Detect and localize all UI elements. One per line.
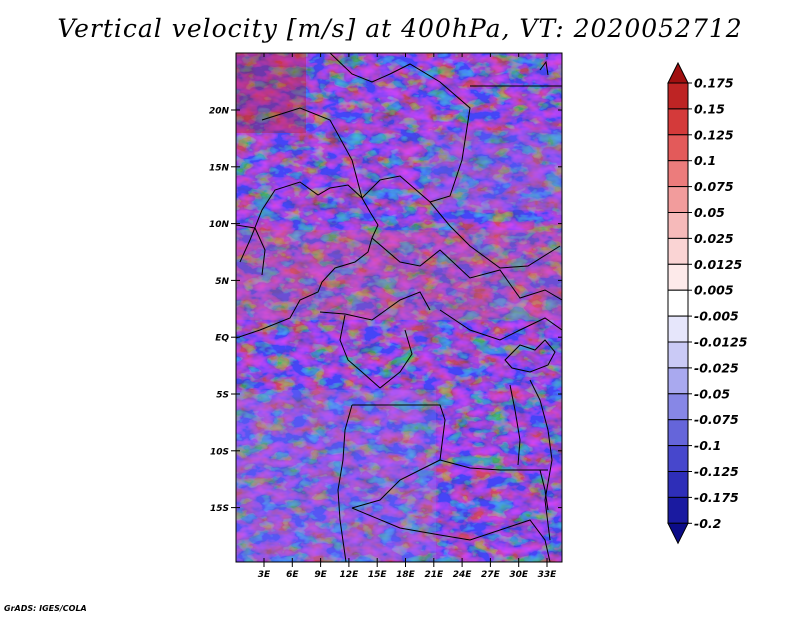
lat-tick-label: 5S [216, 391, 229, 401]
country-borders [236, 53, 562, 562]
chart-title: Vertical velocity [m/s] at 400hPa, VT: 2… [57, 14, 743, 43]
lon-tick-label: 9E [314, 570, 327, 580]
colorbar-bin [667, 108, 689, 136]
lake-malawi [539, 469, 549, 511]
map-frame [235, 52, 563, 563]
colorbar-label: 0.005 [694, 283, 734, 298]
border-congo-drc [339, 314, 413, 389]
colorbar-bin [667, 315, 689, 343]
colorbar-bin [667, 496, 689, 524]
lon-tick-label: 21E [424, 570, 444, 580]
colorbar-label: -0.025 [694, 360, 739, 375]
colorbar-label: 0.0125 [694, 257, 743, 272]
border-zambia [439, 459, 548, 471]
lat-tick-label: EQ [215, 334, 229, 344]
field-positive-nw [236, 53, 306, 133]
velocity-field-texture [236, 53, 562, 562]
colorbar-label: 0.175 [694, 76, 734, 91]
colorbar-bin [667, 393, 689, 421]
colorbar-bin [667, 160, 689, 188]
lat-tick-label: 10S [210, 447, 229, 457]
colorbar-label: -0.175 [694, 490, 739, 505]
lon-tick-label: 3E [258, 570, 271, 580]
colorbar-bin [667, 367, 689, 395]
map-panel [236, 53, 562, 562]
colorbar-label: -0.0125 [694, 335, 748, 350]
colorbar-top-arrow [667, 61, 689, 84]
colorbar-bin [667, 186, 689, 214]
colorbar-bin [667, 471, 689, 498]
border-east [439, 309, 562, 341]
colorbar-bin [667, 341, 689, 369]
border-car-drc [371, 237, 562, 301]
border-mozambique [529, 379, 553, 541]
lon-tick-label: 6E [286, 570, 299, 580]
colorbar-label: -0.05 [694, 386, 730, 401]
border-namibia [351, 507, 551, 562]
colorbar-label: 0.075 [694, 179, 734, 194]
colorbar-bin [667, 212, 689, 239]
colorbar-bottom-arrow [667, 522, 689, 545]
field-negative-south [236, 390, 436, 560]
colorbar-label: -0.075 [694, 412, 739, 427]
colorbar-label: 0.05 [694, 205, 725, 220]
colorbar-label: -0.125 [694, 464, 739, 479]
field-positive-band [236, 230, 562, 320]
colorbar-bin [667, 445, 689, 473]
lon-tick-label: 33E [538, 570, 558, 580]
coastline-angola [337, 404, 353, 562]
lat-tick-label: 20N [209, 107, 230, 117]
border-chad-car [361, 175, 561, 269]
lat-tick-label: 10N [209, 220, 230, 230]
lon-tick-label: 30E [509, 570, 529, 580]
border-gabon-congo [319, 291, 431, 321]
border-libya-sudan [329, 53, 471, 203]
colorbar-bin [667, 263, 689, 291]
colorbar-bin [667, 419, 689, 447]
border-niger-mali [261, 107, 363, 199]
border-west [236, 224, 266, 276]
border-nigeria [239, 181, 379, 263]
colorbar-label: -0.1 [694, 438, 721, 453]
lon-tick-label: 18E [396, 570, 416, 580]
colorbar: 0.175 0.15 0.125 0.1 0.075 0.05 0.025 0.0125 0.0… [667, 61, 748, 545]
lon-tick-label: 15E [368, 570, 388, 580]
lat-tick-label: 15N [209, 163, 230, 173]
map-interior-ticks [236, 53, 562, 562]
colorbar-bin [667, 134, 689, 162]
colorbar-label: -0.005 [694, 309, 739, 324]
sinai [539, 60, 549, 76]
lon-tick-label: 12E [340, 570, 360, 580]
colorbar-label: 0.15 [694, 101, 725, 116]
longitude-axis: 3E 6E 9E 12E 15E 18E 21E 24E 27E 30E 33E [258, 562, 557, 580]
lake-tanganyika [509, 384, 521, 466]
lon-tick-label: 24E [453, 570, 473, 580]
colorbar-bin [667, 289, 689, 317]
colorbar-label: 0.025 [694, 231, 734, 246]
lat-tick-label: 15S [210, 504, 229, 514]
lake-victoria [504, 339, 556, 373]
lat-tick-label: 5N [215, 277, 229, 287]
colorbar-bin [667, 237, 689, 265]
colorbar-label: 0.1 [694, 153, 716, 168]
grads-credit: GrADS: IGES/COLA [4, 604, 87, 613]
colorbar-label: -0.2 [694, 516, 721, 531]
colorbar-label: 0.125 [694, 127, 734, 142]
lon-tick-label: 27E [481, 570, 501, 580]
border-angola [351, 404, 446, 509]
colorbar-bin [667, 82, 689, 110]
latitude-axis: 20N 15N 10N 5N EQ 5S 10S 15S [209, 107, 236, 514]
field-negative-east [430, 130, 562, 210]
coastline-gulf [236, 237, 373, 339]
